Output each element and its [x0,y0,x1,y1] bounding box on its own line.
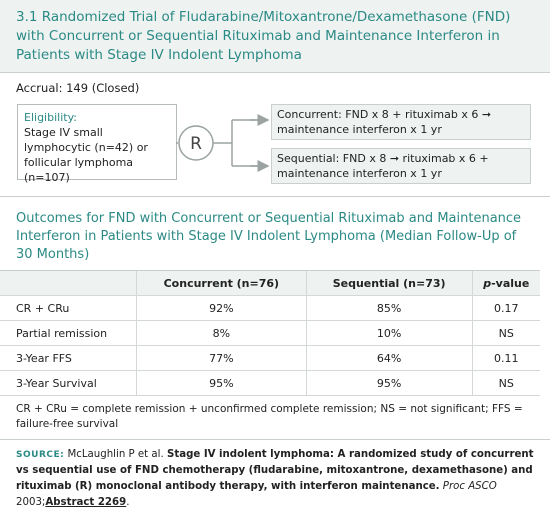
source-abstract: Abstract 2269 [45,497,127,508]
separator [0,439,550,440]
title: 3.1 Randomized Trial of Fludarabine/Mito… [16,9,511,63]
row-label: Partial remission [0,320,137,346]
table-cell: NS [471,370,540,396]
source: SOURCE: McLaughlin P et al. Stage IV ind… [16,447,541,511]
source-title: Stage IV indolent lymphoma: A randomized… [16,449,534,492]
table-cell: 95% [305,370,473,396]
table-row: 3-Year Survival 95% 95% NS [0,370,540,396]
table-cell: 10% [305,320,473,346]
source-year: 2003; [16,497,46,508]
eligibility-box: Eligibility: Stage IV small lymphocytic … [17,104,177,184]
header-italic: p [483,276,492,290]
table-cell: 64% [305,345,473,371]
source-journal: Proc ASCO [442,481,497,492]
source-label: SOURCE: [16,450,65,460]
table-cell: 0.11 [471,345,540,371]
source-authors: McLaughlin P et al. [67,449,164,460]
eligibility-label: Eligibility: [24,111,77,124]
footnote: CR + CRu = complete remission + unconfir… [16,403,523,430]
table-cell: 0.17 [471,295,540,321]
table-cell: 92% [136,295,307,321]
branch-lines [213,119,268,167]
row-label: 3-Year FFS [0,345,137,371]
flow-diagram: R [176,114,270,172]
table-cell: 85% [305,295,473,321]
source-end: . [126,497,130,508]
arm-box: Concurrent: FND x 8 + rituximab x 6 ➞ ma… [271,104,531,140]
arm-box: Sequential: FND x 8 ➞ rituximab x 6 + ma… [271,148,531,184]
table-row: Partial remission 8% 10% NS [0,320,540,346]
header-row: Concurrent (n=76) Sequential (n=73) p-va… [0,270,540,296]
accrual: Accrual: 149 (Closed) [16,81,140,95]
table-cell: 77% [136,345,307,371]
outcomes-table: Concurrent (n=76) Sequential (n=73) p-va… [0,270,540,396]
separator [0,196,550,197]
header-band [0,0,550,73]
row-label: CR + CRu [0,295,137,321]
header-rest: -value [491,276,530,290]
table-cell: NS [471,320,540,346]
randomization-label: R [190,134,202,154]
header-cell: p-value [471,270,540,296]
table-title: Outcomes for FND with Concurrent or Sequ… [16,211,522,262]
table-cell: 95% [136,370,307,396]
table-body: CR + CRu 92% 85% 0.17 Partial remission 8% 10%… [0,295,540,396]
row-label: 3-Year Survival [0,370,137,396]
eligibility-text: Stage IV small lymphocytic (n=42) or fol… [24,126,148,184]
header-cell: Concurrent (n=76) [136,270,307,296]
header-cell [0,270,137,296]
header-cell: Sequential (n=73) [305,270,473,296]
table-row: 3-Year FFS 77% 64% 0.11 [0,345,540,371]
table-row: CR + CRu 92% 85% 0.17 [0,295,540,321]
table-cell: 8% [136,320,307,346]
